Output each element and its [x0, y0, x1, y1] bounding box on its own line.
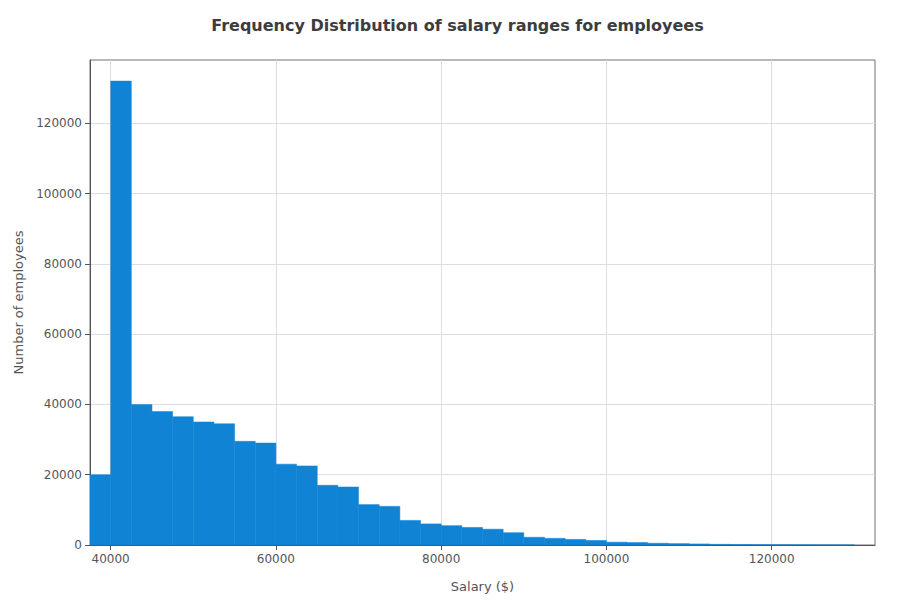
svg-text:80000: 80000	[422, 552, 460, 566]
svg-text:120000: 120000	[749, 552, 795, 566]
svg-text:20000: 20000	[44, 468, 82, 482]
svg-text:60000: 60000	[257, 552, 295, 566]
svg-text:100000: 100000	[36, 187, 82, 201]
svg-text:Salary ($): Salary ($)	[451, 579, 514, 594]
svg-text:40000: 40000	[92, 552, 130, 566]
svg-text:80000: 80000	[44, 257, 82, 271]
svg-text:0: 0	[74, 538, 82, 552]
svg-text:100000: 100000	[584, 552, 630, 566]
svg-text:Frequency Distribution of sala: Frequency Distribution of salary ranges …	[211, 16, 703, 35]
svg-text:120000: 120000	[36, 116, 82, 130]
svg-text:60000: 60000	[44, 327, 82, 341]
svg-text:40000: 40000	[44, 397, 82, 411]
svg-text:Number of employees: Number of employees	[11, 230, 26, 374]
